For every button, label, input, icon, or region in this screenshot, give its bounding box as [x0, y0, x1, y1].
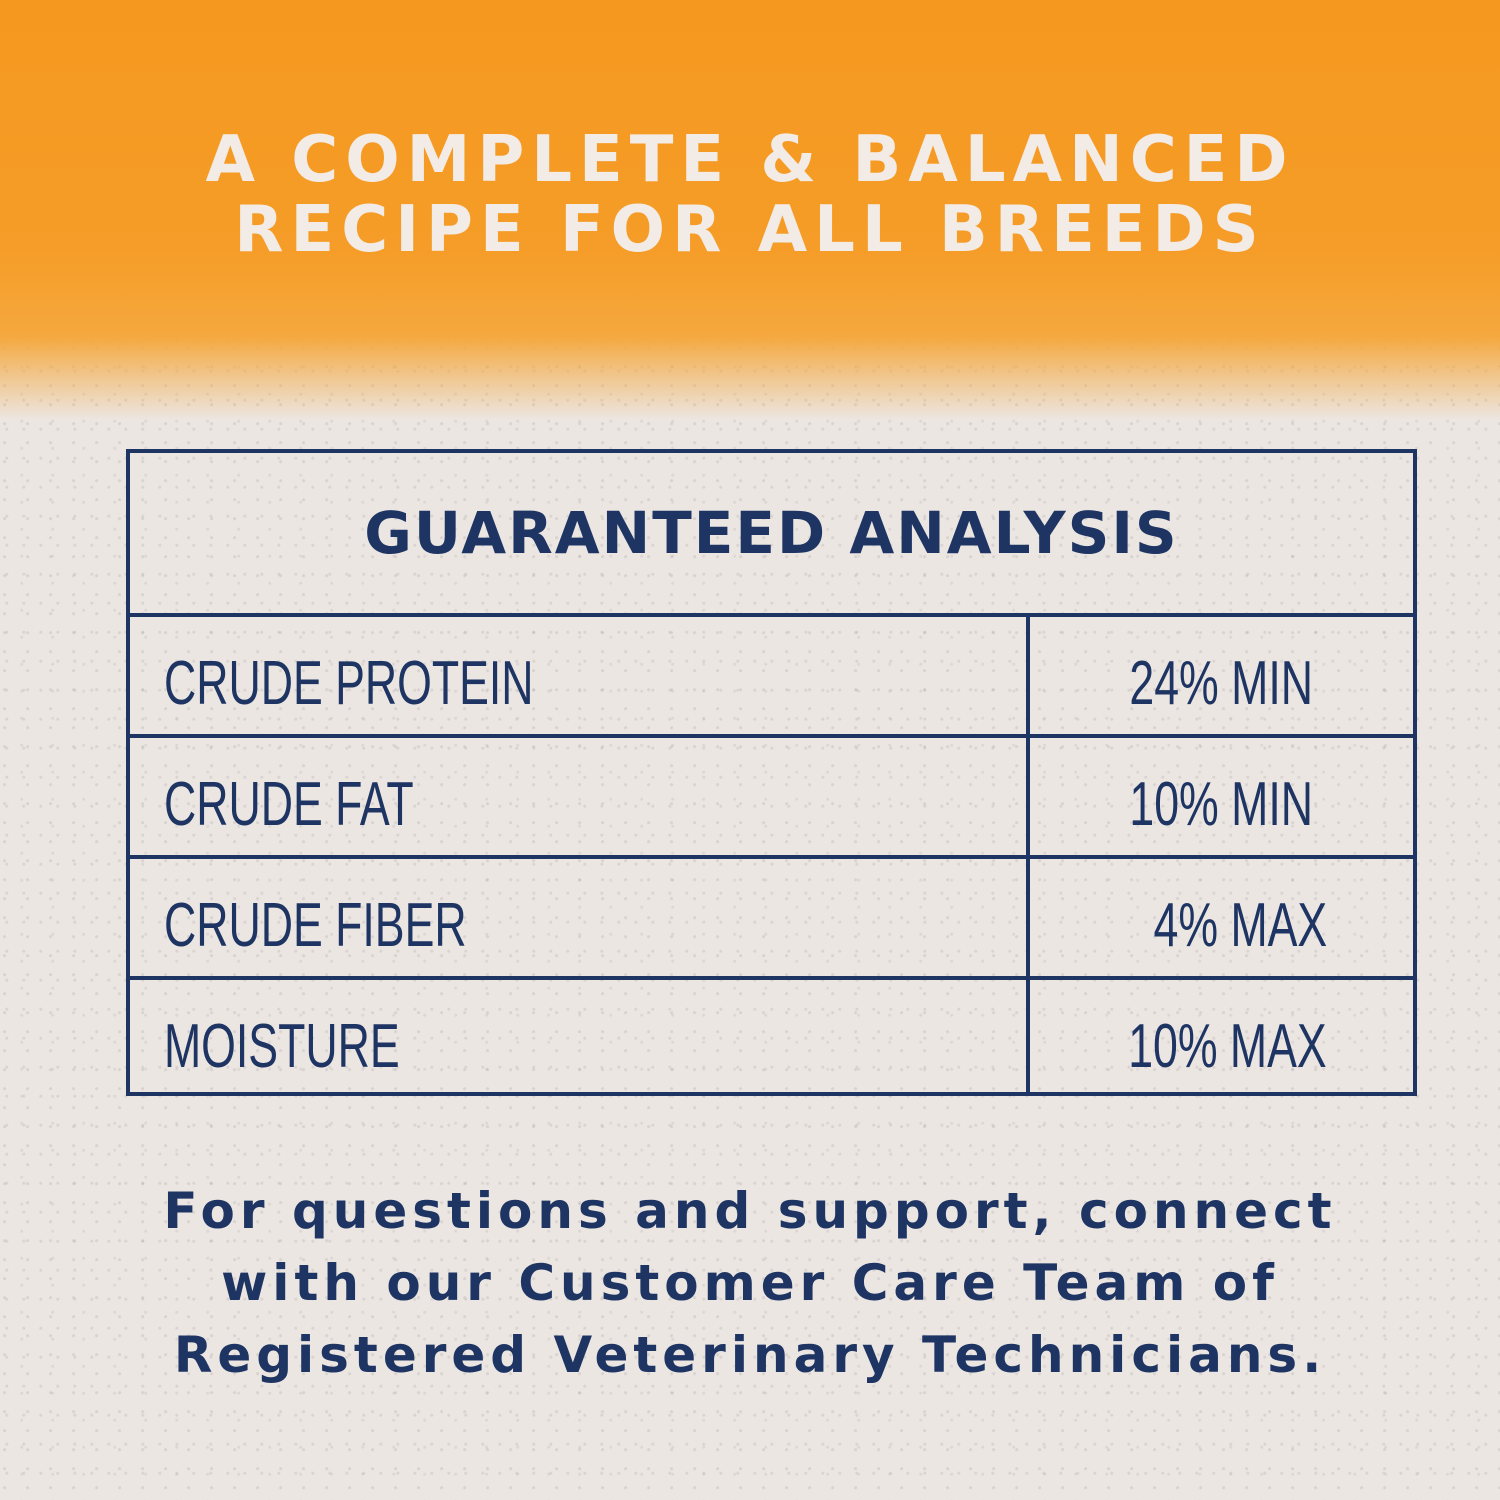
row-value: 10% MAX — [1128, 1012, 1327, 1081]
table-row: MOISTURE 10% MAX — [130, 980, 1413, 1092]
table-row: CRUDE FAT 10% MIN — [130, 738, 1413, 859]
row-value: 24% MIN — [1129, 649, 1313, 718]
support-message: For questions and support, connect with … — [0, 1175, 1500, 1391]
support-line-2: with our Customer Care Team of — [221, 1254, 1279, 1312]
column-divider — [1026, 617, 1030, 1092]
row-label: CRUDE FAT — [164, 770, 414, 839]
support-line-1: For questions and support, connect — [163, 1182, 1337, 1240]
row-label: CRUDE FIBER — [164, 891, 467, 960]
row-value: 4% MAX — [1153, 891, 1327, 960]
table-row: CRUDE FIBER 4% MAX — [130, 859, 1413, 980]
table-title: GUARANTEED ANALYSIS — [130, 453, 1413, 617]
headline-line-1: A COMPLETE & BALANCED — [205, 123, 1295, 197]
guaranteed-analysis-table: GUARANTEED ANALYSIS CRUDE PROTEIN 24% MI… — [126, 449, 1417, 1096]
row-label: MOISTURE — [164, 1012, 400, 1081]
orange-paint-banner — [0, 0, 1500, 420]
table-row: CRUDE PROTEIN 24% MIN — [130, 617, 1413, 738]
row-value: 10% MIN — [1129, 770, 1313, 839]
headline: A COMPLETE & BALANCED RECIPE FOR ALL BRE… — [0, 125, 1500, 265]
headline-line-2: RECIPE FOR ALL BREEDS — [234, 193, 1266, 267]
row-label: CRUDE PROTEIN — [164, 649, 534, 718]
support-line-3: Registered Veterinary Technicians. — [173, 1326, 1327, 1384]
